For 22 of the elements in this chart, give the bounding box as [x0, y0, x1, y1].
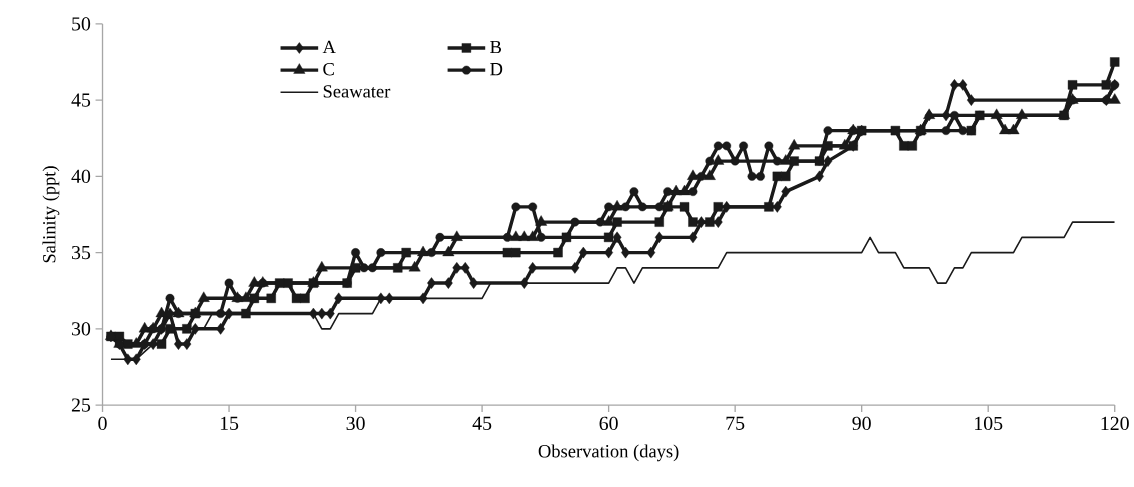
x-tick-label: 45	[472, 416, 492, 431]
legend-label: B	[490, 41, 502, 54]
x-tick-label: 15	[220, 416, 239, 431]
y-tick-label: 40	[71, 169, 91, 184]
x-tick-label: 105	[975, 416, 1003, 431]
legend-label: D	[490, 63, 503, 76]
x-tick-label: 60	[599, 416, 618, 431]
legend-label: Seawater	[323, 85, 391, 98]
x-tick-label: 30	[346, 416, 365, 431]
x-axis-title: Observation (days)	[538, 444, 679, 462]
legend-label: A	[322, 41, 336, 54]
legend-label: C	[323, 63, 334, 76]
x-tick-label: 0	[98, 416, 107, 431]
x-tick-label: 75	[726, 416, 745, 431]
y-tick-label: 35	[72, 246, 91, 260]
y-axis-title: Salinity (ppt)	[42, 166, 60, 263]
x-tick-label: 90	[852, 416, 871, 431]
x-tick-label: 120	[1101, 416, 1129, 431]
y-tick-label: 45	[71, 93, 91, 107]
y-tick-label: 50	[72, 17, 91, 31]
y-tick-label: 30	[72, 322, 91, 336]
y-tick-label: 25	[71, 398, 91, 412]
